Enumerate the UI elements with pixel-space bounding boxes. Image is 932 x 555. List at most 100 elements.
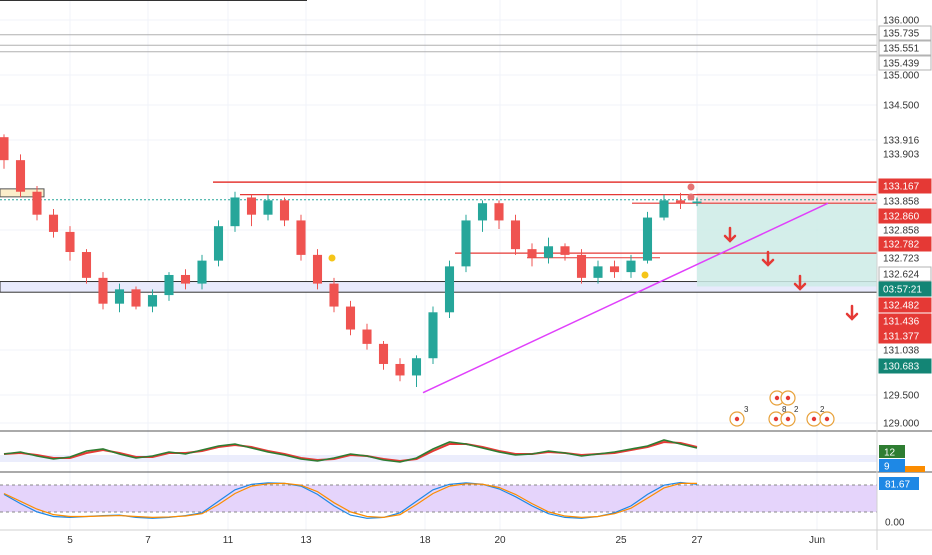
y-tick-label-7: 132.723 xyxy=(883,254,920,265)
y-axis: 136.000 135.000 134.500 133.916 133.903 133.8… xyxy=(876,0,920,550)
candle-body-41 xyxy=(675,200,686,204)
candle-body-29 xyxy=(477,203,488,221)
price-badge-label-5: 132.782 xyxy=(883,240,920,251)
candle-body-19 xyxy=(312,254,323,284)
x-tick-label-0: 5 xyxy=(67,535,73,546)
signal-dot-1 xyxy=(328,254,336,262)
candle-body-34 xyxy=(560,246,570,255)
price-badge-7 xyxy=(878,281,932,297)
stop-zone xyxy=(697,192,877,204)
osc2-badge-label-1: 0.00 xyxy=(885,518,905,529)
price-badge-label-4: 132.860 xyxy=(883,212,920,223)
osc1-badge-0 xyxy=(879,445,905,458)
price-badge-label-8: 132.482 xyxy=(883,301,920,312)
osc2-badge-label-0: 81.67 xyxy=(885,480,910,491)
candle-body-4 xyxy=(65,231,75,253)
event-marker-dot-6 xyxy=(824,416,830,422)
levels xyxy=(0,181,877,394)
candle-body-36 xyxy=(593,266,603,278)
x-tick-label-1: 7 xyxy=(145,535,151,546)
price-badge-1 xyxy=(878,40,932,56)
candle-body-42 xyxy=(692,201,702,204)
candle-body-30 xyxy=(494,203,504,221)
signal-dot-3 xyxy=(687,183,695,191)
candle-body-23 xyxy=(378,343,389,364)
target-zone xyxy=(697,203,877,287)
x-tick-label-4: 18 xyxy=(419,535,431,546)
panel1-band xyxy=(0,455,877,462)
candle-body-17 xyxy=(279,200,290,221)
event-count-1: 8 xyxy=(782,405,787,414)
oscillator-panel-2 xyxy=(0,471,932,519)
candle-body-22 xyxy=(362,329,372,344)
price-badge-3 xyxy=(878,178,932,194)
event-marker-dot-5 xyxy=(811,416,817,422)
candle-body-16 xyxy=(263,200,273,215)
osc2-line-d xyxy=(3,482,697,519)
price-badge-label-11: 130.683 xyxy=(883,362,920,373)
price-badge-5 xyxy=(878,236,932,252)
price-badge-0 xyxy=(878,25,932,41)
osc1-badge-label-1: 9 xyxy=(884,462,890,473)
candle-body-1 xyxy=(15,160,26,192)
down-arrow-icon-0 xyxy=(723,226,737,243)
price-badge-label-2: 135.439 xyxy=(883,59,920,70)
osc1-orange-marker xyxy=(905,466,925,472)
candle-body-28 xyxy=(461,220,471,267)
x-tick-label-8: Jun xyxy=(809,535,825,546)
candle-body-39 xyxy=(642,217,653,261)
down-arrow-icon-2 xyxy=(793,274,807,291)
x-tick-label-2: 11 xyxy=(223,535,234,546)
candle-body-8 xyxy=(131,289,141,307)
osc1-line-slow xyxy=(3,440,698,463)
candle-body-24 xyxy=(395,363,405,376)
price-badge-8 xyxy=(878,297,932,313)
price-badge-10 xyxy=(878,328,932,344)
event-marker-dot-4 xyxy=(785,416,791,422)
panel2-band xyxy=(0,485,877,512)
x-axis: 5 7 11 13 18 20 25 27 Jun xyxy=(0,529,932,546)
zones xyxy=(0,188,878,293)
x-tick-label-7: 27 xyxy=(691,535,703,546)
price-badge-11 xyxy=(878,358,932,374)
signal-dot-4 xyxy=(687,193,695,201)
candle-body-27 xyxy=(444,266,455,313)
price-badge-label-9: 131.436 xyxy=(883,317,920,328)
candle-body-9 xyxy=(147,295,158,307)
candle-body-37 xyxy=(609,266,620,273)
candle-body-14 xyxy=(230,197,240,227)
y-tick-label-5: 133.858 xyxy=(883,197,920,208)
candle-body-21 xyxy=(345,306,356,330)
osc1-badge-label-0: 12 xyxy=(884,448,896,459)
y-tick-label-10: 129.000 xyxy=(883,419,920,430)
price-badges: 135.735 135.551 135.439 133.167 132.860 132.7… xyxy=(878,25,932,529)
price-badge-4 xyxy=(878,208,932,224)
x-tick-label-5: 20 xyxy=(494,535,506,546)
candle-body-35 xyxy=(576,254,587,278)
down-arrow-icon-3 xyxy=(845,304,859,321)
candle-body-25 xyxy=(411,358,422,376)
candle-body-12 xyxy=(197,260,207,284)
candle-body-32 xyxy=(527,249,537,258)
price-badge-2 xyxy=(878,55,932,71)
candle-body-5 xyxy=(81,252,92,278)
y-tick-label-0: 136.000 xyxy=(883,16,920,27)
event-count-2: 2 xyxy=(794,405,799,414)
x-tick-label-6: 25 xyxy=(615,535,627,546)
osc1-line-fast xyxy=(3,439,698,463)
candle-body-2 xyxy=(32,191,42,215)
grid xyxy=(0,0,877,530)
oscillator-panel-1 xyxy=(0,430,932,463)
candle-body-13 xyxy=(213,226,224,261)
price-badge-label-0: 135.735 xyxy=(883,29,920,40)
y-tick-label-8: 131.038 xyxy=(883,346,920,357)
price-badge-6 xyxy=(878,266,932,282)
x-tick-label-3: 13 xyxy=(300,535,312,546)
price-badge-label-3: 133.167 xyxy=(883,182,920,193)
y-tick-label-3: 133.916 xyxy=(883,136,920,147)
candle-body-31 xyxy=(510,220,521,250)
candle-body-40 xyxy=(659,200,669,218)
